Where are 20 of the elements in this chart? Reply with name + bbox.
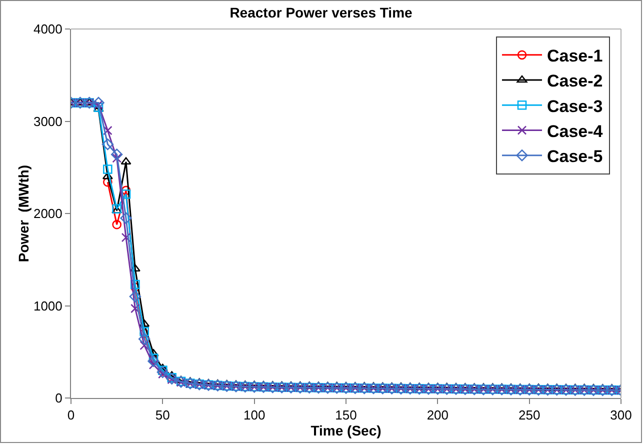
y-axis-title: Power (MWth) bbox=[15, 164, 32, 262]
y-tick-label: 4000 bbox=[33, 22, 62, 37]
y-tick-label: 2000 bbox=[33, 206, 62, 222]
x-tick-label: 250 bbox=[518, 408, 540, 423]
y-tick-label: 3000 bbox=[33, 114, 62, 129]
x-tick-label: 0 bbox=[67, 408, 75, 423]
x-tick-label: 200 bbox=[426, 408, 449, 423]
x-tick-label: 100 bbox=[243, 408, 266, 423]
legend-label: Case-1 bbox=[547, 46, 603, 66]
y-tick-label: 0 bbox=[55, 390, 62, 406]
chart-title: Reactor Power verses Time bbox=[230, 4, 413, 20]
legend-label: Case-3 bbox=[547, 96, 603, 116]
legend-label: Case-5 bbox=[547, 146, 603, 166]
x-tick-label: 150 bbox=[335, 408, 357, 423]
legend-label: Case-4 bbox=[547, 122, 604, 141]
x-tick-label: 50 bbox=[155, 408, 170, 423]
x-tick-label: 300 bbox=[610, 408, 632, 423]
x-axis-title: Time (Sec) bbox=[310, 422, 382, 439]
legend-label: Case-2 bbox=[547, 72, 603, 91]
y-tick-label: 1000 bbox=[33, 298, 62, 314]
